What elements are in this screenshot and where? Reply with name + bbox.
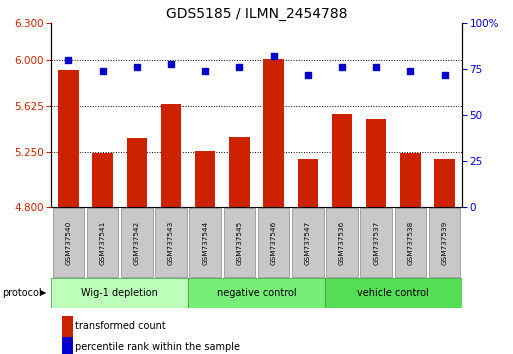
Bar — [51, 278, 188, 308]
Bar — [325, 278, 462, 308]
Bar — [62, 316, 73, 337]
Point — [64, 57, 72, 63]
Text: GSM737539: GSM737539 — [442, 220, 448, 264]
Bar — [332, 114, 352, 207]
Text: percentile rank within the sample: percentile rank within the sample — [75, 342, 240, 352]
FancyBboxPatch shape — [121, 208, 152, 277]
Point — [304, 72, 312, 78]
Bar — [127, 138, 147, 207]
Text: GSM737547: GSM737547 — [305, 220, 311, 264]
FancyBboxPatch shape — [429, 208, 460, 277]
Point — [167, 61, 175, 66]
Text: negative control: negative control — [216, 288, 297, 298]
Bar — [435, 159, 455, 207]
Bar — [92, 153, 113, 207]
FancyBboxPatch shape — [394, 208, 426, 277]
Text: GSM737544: GSM737544 — [202, 220, 208, 264]
Point — [338, 64, 346, 70]
Bar — [62, 337, 73, 354]
FancyBboxPatch shape — [87, 208, 119, 277]
FancyBboxPatch shape — [258, 208, 289, 277]
Bar — [400, 153, 421, 207]
Point — [98, 68, 107, 74]
Bar — [58, 70, 78, 207]
FancyBboxPatch shape — [53, 208, 84, 277]
Point — [201, 68, 209, 74]
Point — [441, 72, 449, 78]
Bar — [188, 278, 325, 308]
Text: Wig-1 depletion: Wig-1 depletion — [81, 288, 158, 298]
Text: GSM737538: GSM737538 — [407, 220, 413, 264]
Text: protocol: protocol — [3, 288, 42, 298]
Bar — [298, 159, 318, 207]
Text: GSM737540: GSM737540 — [65, 220, 71, 264]
Point — [406, 68, 415, 74]
Point — [133, 64, 141, 70]
FancyBboxPatch shape — [155, 208, 187, 277]
Text: GSM737546: GSM737546 — [270, 220, 277, 264]
Text: vehicle control: vehicle control — [358, 288, 429, 298]
FancyBboxPatch shape — [189, 208, 221, 277]
Text: GSM737536: GSM737536 — [339, 220, 345, 264]
Title: GDS5185 / ILMN_2454788: GDS5185 / ILMN_2454788 — [166, 7, 347, 21]
Bar — [366, 119, 386, 207]
Bar — [161, 104, 181, 207]
FancyBboxPatch shape — [361, 208, 392, 277]
Text: GSM737543: GSM737543 — [168, 220, 174, 264]
Text: GSM737541: GSM737541 — [100, 220, 106, 264]
FancyBboxPatch shape — [326, 208, 358, 277]
Bar — [229, 137, 250, 207]
Text: transformed count: transformed count — [75, 321, 166, 331]
Text: GSM737545: GSM737545 — [236, 220, 243, 264]
Point — [372, 64, 380, 70]
Text: ▶: ▶ — [40, 289, 46, 297]
Point — [235, 64, 244, 70]
Point — [269, 53, 278, 59]
Text: GSM737537: GSM737537 — [373, 220, 379, 264]
Bar — [195, 151, 215, 207]
Text: GSM737542: GSM737542 — [134, 220, 140, 264]
FancyBboxPatch shape — [292, 208, 324, 277]
FancyBboxPatch shape — [224, 208, 255, 277]
Bar — [263, 59, 284, 207]
